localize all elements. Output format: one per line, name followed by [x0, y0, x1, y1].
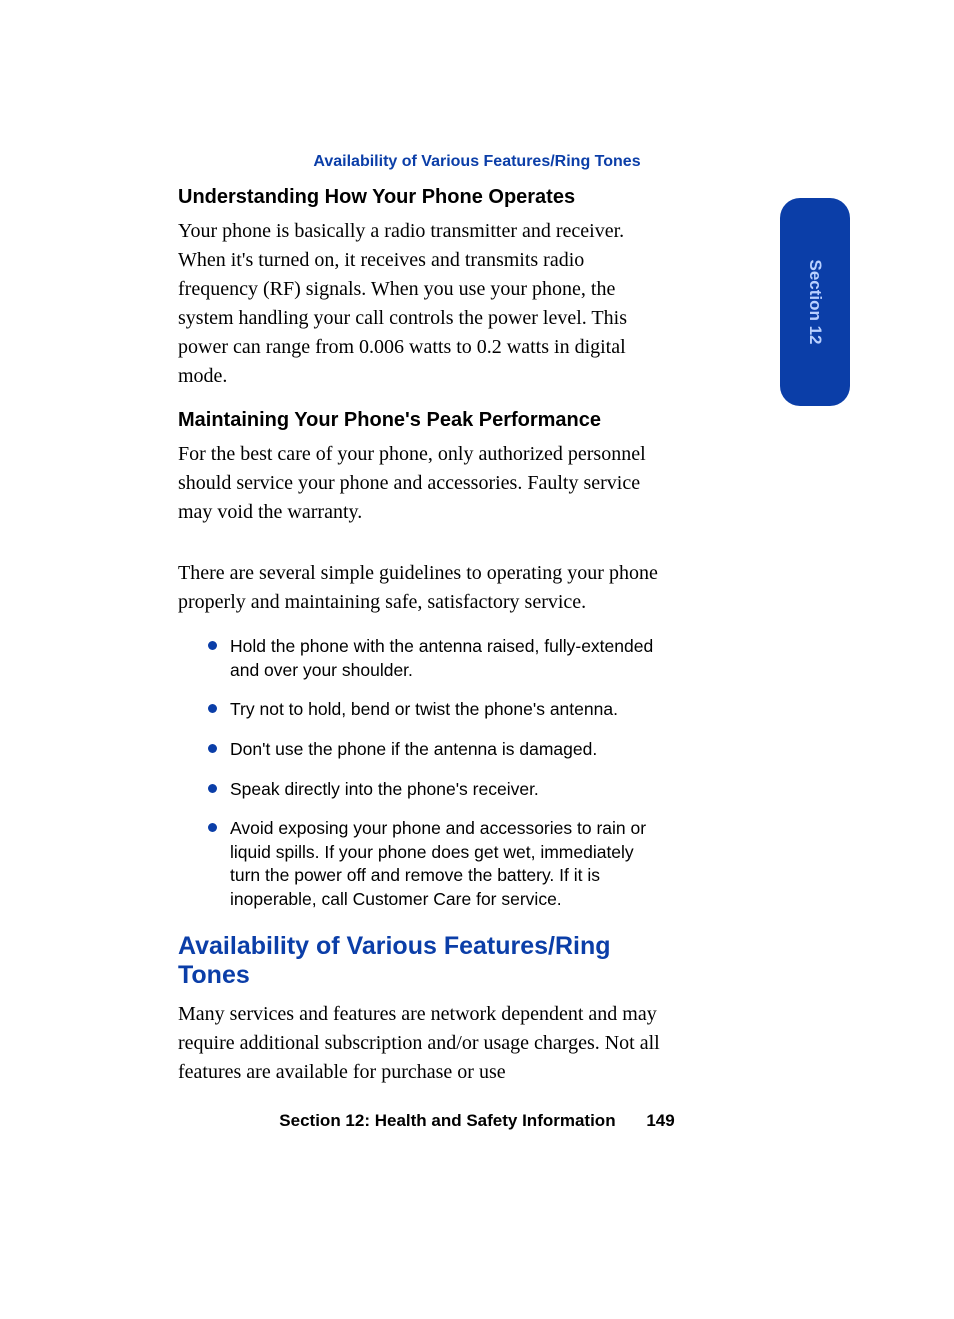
list-item: Don't use the phone if the antenna is da…	[178, 738, 668, 762]
running-header: Availability of Various Features/Ring To…	[0, 153, 954, 171]
content-column: Understanding How Your Phone Operates Yo…	[178, 186, 668, 1087]
list-item: Speak directly into the phone's receiver…	[178, 778, 668, 802]
paragraph: There are several simple guidelines to o…	[178, 559, 668, 617]
section-title-availability: Availability of Various Features/Ring To…	[178, 932, 668, 990]
page: Availability of Various Features/Ring To…	[0, 0, 954, 1319]
list-item: Try not to hold, bend or twist the phone…	[178, 698, 668, 722]
paragraph: Your phone is basically a radio transmit…	[178, 217, 668, 391]
list-item: Hold the phone with the antenna raised, …	[178, 635, 668, 682]
section-tab-label: Section 12	[805, 259, 825, 344]
paragraph: For the best care of your phone, only au…	[178, 440, 668, 527]
page-number: 149	[646, 1111, 674, 1131]
subheading-maintaining: Maintaining Your Phone's Peak Performanc…	[178, 409, 668, 432]
paragraph: Many services and features are network d…	[178, 1000, 668, 1087]
list-item: Avoid exposing your phone and accessorie…	[178, 817, 668, 912]
subheading-understanding: Understanding How Your Phone Operates	[178, 186, 668, 209]
bullet-list: Hold the phone with the antenna raised, …	[178, 635, 668, 912]
page-footer: Section 12: Health and Safety Informatio…	[0, 1111, 954, 1131]
footer-section-label: Section 12: Health and Safety Informatio…	[279, 1111, 615, 1130]
section-tab: Section 12	[780, 198, 850, 406]
